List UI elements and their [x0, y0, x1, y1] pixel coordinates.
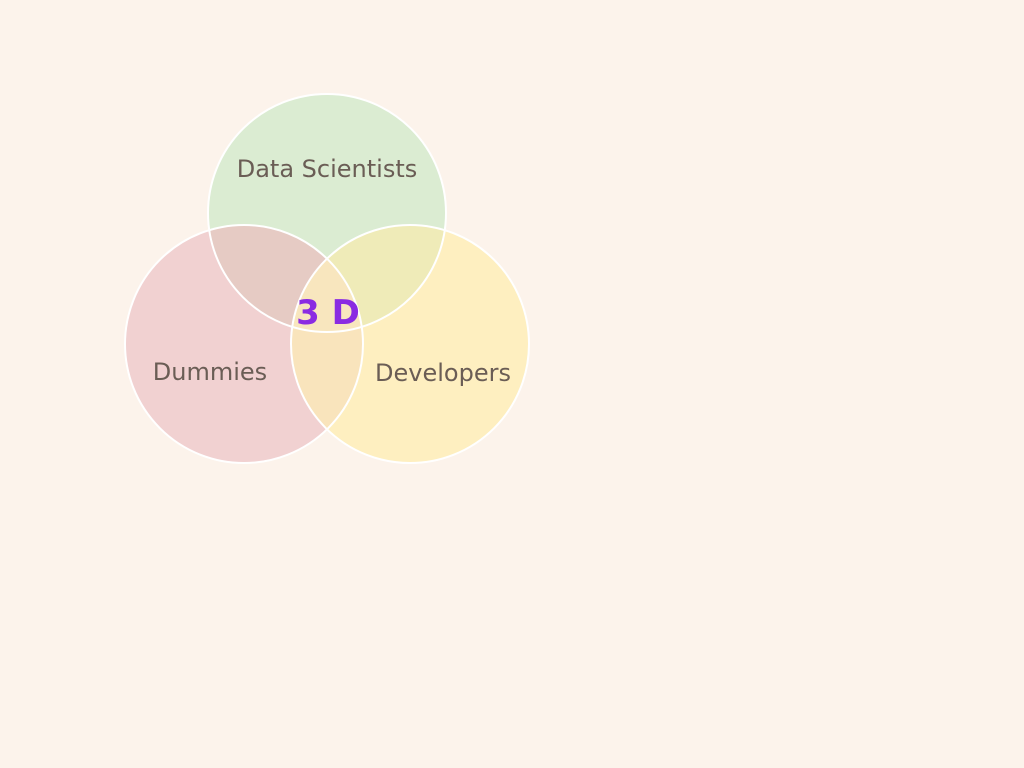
developers-label: Developers [375, 359, 511, 387]
dummies-label: Dummies [153, 358, 267, 386]
overlap-data-scientists-developers [291, 225, 446, 332]
center-label: 3 D [296, 293, 360, 333]
data-scientists-outline [207, 93, 447, 333]
overlap-data-scientists-dummies [208, 225, 363, 332]
data-scientists-label: Data Scientists [237, 155, 418, 183]
developers-outline [290, 224, 530, 464]
dummies-outline [124, 224, 364, 464]
circle-outlines [124, 93, 530, 464]
